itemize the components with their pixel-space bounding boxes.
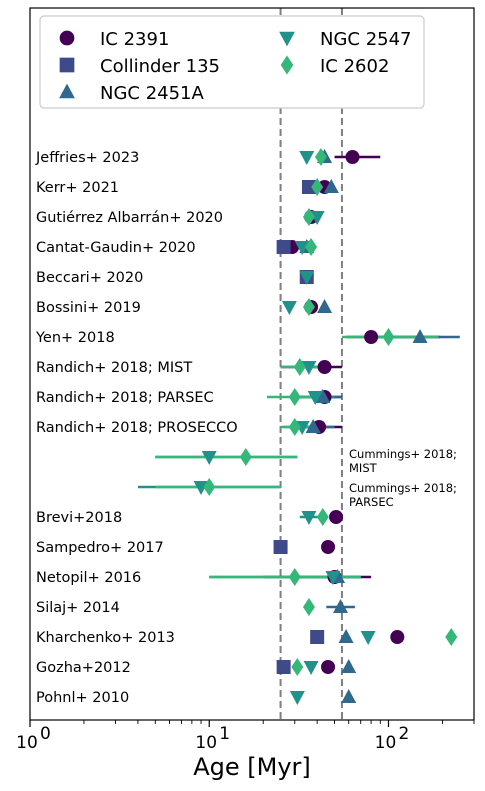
marker-cantat-gaudin-2020-collinder-135 (276, 240, 291, 254)
marker-gozha-2012-ic-2602 (291, 658, 304, 676)
study-label-kerr-2021: Kerr+ 2021 (36, 180, 119, 196)
x-tick-label-10-0: 10 (16, 733, 38, 753)
reference-lines (279, 8, 343, 720)
marker-pohnl-2010-ngc-2547 (289, 691, 305, 705)
marker-cantat-gaudin-2020-ic-2602 (305, 238, 318, 256)
study-label-kharchenko-2013: Kharchenko+ 2013 (36, 630, 175, 646)
marker-gutierrez-albarran-2020-ngc-2547 (309, 211, 325, 225)
marker-gozha-2012-ic-2391 (321, 660, 336, 674)
x-axis-label: Age [Myr] (193, 753, 311, 781)
legend-label-collinder-135: Collinder 135 (100, 56, 220, 77)
marker-yen-2018-ngc-2451a (412, 329, 428, 343)
x-tick-exponent-10-2: 2 (398, 724, 409, 744)
study-label-sampedro-2017: Sampedro+ 2017 (36, 540, 164, 556)
marker-kerr-2021-ic-2602 (311, 178, 324, 196)
marker-bossini-2019-ngc-2451a (317, 299, 333, 313)
marker-kerr-2021-ngc-2451a (323, 179, 339, 193)
marker-gozha-2012-ngc-2547 (303, 661, 319, 675)
legend-label-ngc-2451a: NGC 2451A (100, 83, 205, 104)
study-label-randich-2018-mist: Randich+ 2018; MIST (36, 360, 192, 376)
marker-silaj-2014-ngc-2451a (333, 599, 349, 613)
study-label-randich-2018-parsec: Randich+ 2018; PARSEC (36, 390, 214, 406)
x-tick-label-10-1: 10 (195, 733, 217, 753)
legend: IC 2391 Collinder 135 NGC 2451A NGC 2547 IC … (39, 15, 425, 109)
plot-frame (29, 7, 475, 721)
legend-label-ic-2391: IC 2391 (100, 29, 169, 50)
legend-marker-ic-2391 (59, 30, 75, 46)
annotation-cummings-2018-mist-line-1: Cummings+ 2018; (349, 447, 457, 461)
marker-brevi-2018-ngc-2547 (301, 511, 317, 525)
annotation-cummings-2018-parsec-line-2: PARSEC (349, 495, 394, 509)
study-labels: Jeffries+ 2023 Kerr+ 2021 Gutiérrez Albarr… (35, 150, 457, 706)
data-markers (193, 148, 458, 705)
marker-randich-2018-parsec-ngc-2451a (315, 389, 331, 403)
legend-label-ic-2602: IC 2602 (320, 56, 389, 77)
marker-jeffries-2023-ngc-2547 (299, 151, 315, 165)
marker-kharchenko-2013-ic-2391 (390, 630, 405, 644)
marker-gozha-2012-ngc-2451a (341, 659, 357, 673)
study-label-randich-2018-prosecco: Randich+ 2018; PROSECCO (36, 420, 238, 436)
marker-kharchenko-2013-ngc-2451a (338, 629, 354, 643)
marker-randich-2018-mist-ic-2391 (317, 360, 332, 374)
marker-yen-2018-ic-2391 (364, 330, 379, 344)
marker-gutierrez-albarran-2020-ic-2602 (302, 208, 315, 226)
marker-cummings-2018-parsec-ic-2602 (203, 478, 216, 496)
marker-pohnl-2010-ngc-2451a (341, 689, 357, 703)
marker-cummings-2018-mist-ngc-2547 (201, 451, 217, 465)
x-axis: 10 0 10 1 10 2 (16, 720, 475, 753)
legend-label-ngc-2547: NGC 2547 (320, 29, 412, 50)
study-label-beccari-2020: Beccari+ 2020 (36, 270, 143, 286)
marker-kharchenko-2013-ic-2602 (445, 628, 458, 646)
legend-marker-ngc-2547 (279, 31, 295, 47)
study-label-netopil-2016: Netopil+ 2016 (36, 570, 141, 586)
annotation-cummings-2018-parsec-line-1: Cummings+ 2018; (349, 481, 457, 495)
study-label-brevi-2018: Brevi+2018 (36, 510, 122, 526)
marker-cantat-gaudin-2020-ngc-2547 (294, 241, 310, 255)
marker-bossini-2019-ngc-2547 (281, 301, 297, 315)
marker-gozha-2012-collinder-135 (276, 660, 291, 674)
study-label-pohnl-2010: Pohnl+ 2010 (36, 690, 129, 706)
legend-marker-ic-2602 (280, 55, 294, 75)
marker-jeffries-2023-ic-2391 (345, 150, 360, 164)
marker-netopil-2016-ngc-2547 (325, 571, 341, 585)
annotation-cummings-2018-mist-line-2: MIST (349, 461, 378, 475)
marker-cummings-2018-mist-ic-2602 (239, 448, 252, 466)
x-tick-exponent-10-1: 1 (219, 724, 230, 744)
study-label-gozha-2012: Gozha+2012 (36, 660, 131, 676)
marker-randich-2018-mist-ic-2602 (293, 358, 306, 376)
marker-sampedro-2017-ic-2391 (321, 540, 336, 554)
marker-kharchenko-2013-collinder-135 (310, 630, 325, 644)
marker-silaj-2014-ic-2602 (302, 598, 315, 616)
marker-netopil-2016-ic-2602 (288, 568, 301, 586)
study-label-silaj-2014: Silaj+ 2014 (36, 600, 120, 616)
x-tick-label-10-2: 10 (375, 733, 397, 753)
study-label-yen-2018: Yen+ 2018 (35, 330, 115, 346)
marker-randich-2018-parsec-ngc-2547 (307, 391, 323, 405)
study-label-gutierrez-albarran-2020: Gutiérrez Albarrán+ 2020 (36, 210, 223, 226)
marker-jeffries-2023-ic-2602 (314, 148, 327, 166)
marker-brevi-2018-ic-2391 (329, 510, 344, 524)
legend-marker-collinder-135 (59, 57, 75, 73)
marker-yen-2018-ic-2602 (382, 328, 395, 346)
study-label-cantat-gaudin-2020: Cantat-Gaudin+ 2020 (36, 240, 196, 256)
study-label-bossini-2019: Bossini+ 2019 (36, 300, 141, 316)
marker-randich-2018-prosecco-ngc-2451a (305, 419, 321, 433)
marker-randich-2018-prosecco-ic-2602 (288, 418, 301, 436)
study-label-jeffries-2023: Jeffries+ 2023 (35, 150, 139, 166)
marker-kharchenko-2013-ngc-2547 (360, 631, 376, 645)
marker-bossini-2019-ic-2602 (302, 298, 315, 316)
marker-beccari-2020-ngc-2547 (299, 271, 315, 285)
marker-kerr-2021-collinder-135 (301, 180, 316, 194)
legend-box (39, 15, 425, 109)
marker-brevi-2018-ic-2602 (316, 508, 329, 526)
marker-randich-2018-mist-ngc-2547 (301, 361, 317, 375)
legend-marker-ngc-2451a (59, 83, 75, 99)
x-tick-exponent-10-0: 0 (40, 724, 51, 744)
marker-cummings-2018-parsec-ngc-2547 (193, 481, 209, 495)
marker-randich-2018-parsec-ic-2602 (288, 388, 301, 406)
marker-sampedro-2017-collinder-135 (273, 540, 288, 554)
